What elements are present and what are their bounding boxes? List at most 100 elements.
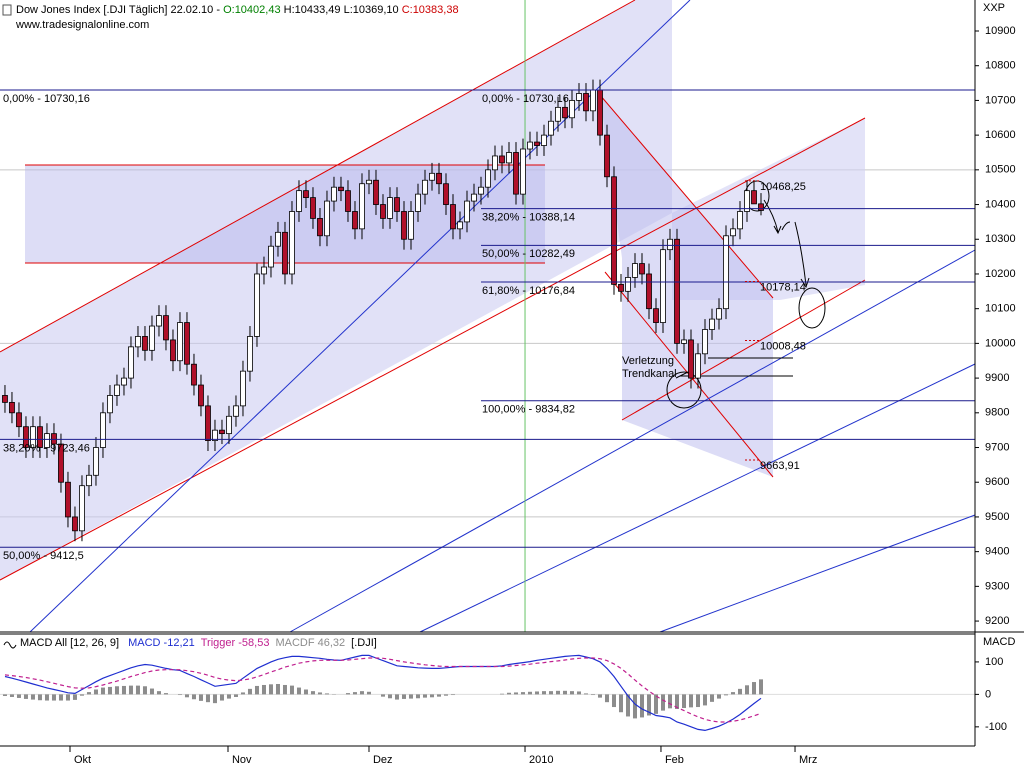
x-tick-label: Feb: [665, 754, 684, 766]
histogram-bar: [639, 694, 644, 718]
candle-body: [541, 134, 547, 146]
y-tick-label: 10300: [985, 233, 1016, 245]
histogram-bar: [317, 692, 322, 695]
trend-line: [0, 0, 636, 353]
candle-body: [135, 336, 141, 348]
candle-body: [618, 283, 624, 292]
candle-body: [457, 221, 463, 230]
candle-body: [254, 273, 260, 337]
candle-body: [506, 152, 512, 164]
histogram-bar: [569, 691, 574, 695]
candle-body: [79, 485, 85, 532]
price-mark-label: 9663,91: [760, 460, 800, 472]
candle-body: [16, 412, 22, 428]
histogram-bar: [716, 694, 721, 699]
histogram-bar: [415, 694, 420, 699]
candle-body: [30, 426, 36, 448]
histogram-bar: [541, 691, 546, 695]
candle-body: [261, 266, 267, 275]
histogram-bar: [289, 685, 294, 695]
histogram-bar: [506, 692, 511, 695]
candle-body: [23, 426, 29, 448]
y-tick-label: 100: [985, 656, 1003, 668]
histogram-bar: [16, 694, 21, 698]
y-axis-label: MACD: [983, 636, 1015, 648]
candle-body: [632, 263, 638, 278]
x-tick-label: Okt: [74, 754, 91, 766]
fib-label: 0,00% - 10730,16: [482, 93, 569, 105]
candle-body: [604, 134, 610, 178]
trend-line: [599, 94, 774, 299]
x-tick-label: Nov: [232, 754, 252, 766]
histogram-bar: [226, 694, 231, 699]
histogram-bar: [759, 679, 764, 695]
histogram-bar: [93, 689, 98, 695]
y-tick-label: 10700: [985, 94, 1016, 106]
histogram-bar: [618, 694, 623, 713]
candle-body: [590, 89, 596, 112]
histogram-bar: [296, 687, 301, 695]
candle-body: [219, 429, 225, 435]
trend-line: [419, 363, 976, 633]
candle-body: [450, 204, 456, 230]
candle-body: [37, 426, 43, 448]
histogram-bar: [429, 694, 434, 698]
price-mark-label: 10468,25: [760, 181, 806, 193]
histogram-bar: [555, 690, 560, 695]
candle-body: [345, 190, 351, 212]
title-part: O:10402,43: [223, 4, 281, 16]
candle-body: [534, 141, 540, 146]
candle-body: [471, 193, 477, 202]
candle-body: [317, 218, 323, 237]
histogram-bar: [163, 693, 168, 695]
histogram-bar: [149, 688, 154, 695]
x-tick-label: Mrz: [799, 754, 817, 766]
trend-line: [659, 514, 976, 633]
y-tick-label: 9900: [985, 372, 1009, 384]
x-tick-label: Dez: [373, 754, 393, 766]
candle-body: [149, 325, 155, 351]
candle-body: [548, 120, 554, 136]
icon: [3, 641, 17, 649]
candle-body: [429, 172, 435, 181]
histogram-bar: [107, 686, 112, 695]
candle-body: [275, 231, 281, 247]
candle-body: [583, 93, 589, 112]
legend-entry: Trigger -58,53: [201, 637, 270, 649]
fib-label: 61,80% - 10176,84: [482, 285, 575, 297]
histogram-bar: [674, 694, 679, 709]
candle-body: [492, 155, 498, 171]
candle-body: [72, 516, 78, 532]
candle-body: [625, 277, 631, 292]
candle-body: [653, 308, 659, 323]
candle-body: [716, 308, 722, 320]
histogram-bar: [142, 686, 147, 695]
candle-body: [198, 384, 204, 407]
candle-body: [569, 100, 575, 119]
candle-body: [576, 93, 582, 101]
candle-body: [100, 412, 106, 448]
candle-body: [408, 211, 414, 240]
histogram-bar: [745, 685, 750, 695]
candle-body: [443, 183, 449, 205]
y-tick-label: 9700: [985, 441, 1009, 453]
candle-body: [289, 211, 295, 275]
candle-body: [646, 273, 652, 310]
histogram-bar: [268, 684, 273, 695]
histogram-bar: [219, 694, 224, 701]
candle-body: [744, 190, 750, 212]
legend: MACD All [12, 26, 9] MACD -12,21 Trigger …: [20, 637, 377, 649]
histogram-bar: [590, 694, 595, 696]
candle-body: [695, 353, 701, 379]
legend-suffix: [.DJI]: [351, 637, 377, 649]
candle-body: [730, 228, 736, 237]
histogram-bar: [128, 685, 133, 695]
histogram-bar: [723, 694, 728, 696]
histogram-bar: [738, 688, 743, 695]
histogram-bar: [625, 694, 630, 717]
candle-body: [401, 211, 407, 240]
candle-body: [422, 179, 428, 195]
candle-body: [562, 106, 568, 119]
y-tick-label: 10400: [985, 198, 1016, 210]
histogram-bar: [597, 694, 602, 698]
